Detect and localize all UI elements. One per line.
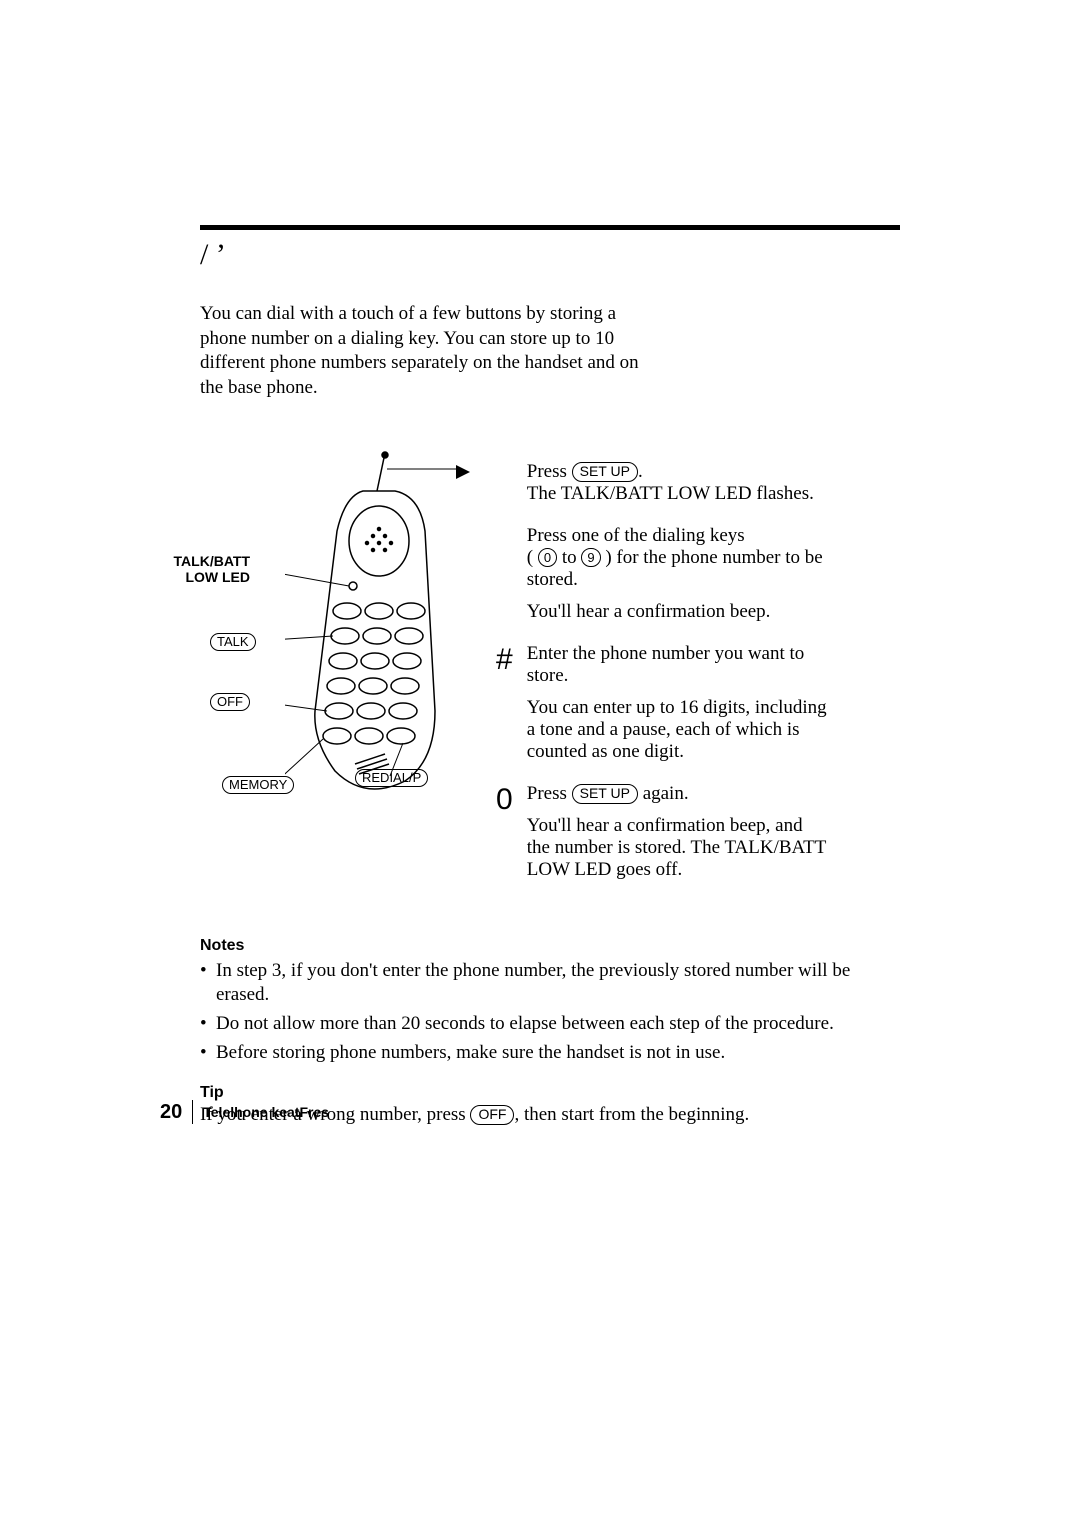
note-item: Before storing phone numbers, make sure … [216,1041,900,1066]
page-content: / ’ You can dial with a touch of a few b… [200,230,900,1126]
chapter-title: Telelhone keatFres [203,1104,329,1120]
diagram-key-off: OFF [210,693,250,711]
page-footer: 20 Telelhone keatFres [160,1100,329,1124]
note-item: Do not allow more than 20 seconds to ela… [216,1012,900,1037]
intro-paragraph: You can dial with a touch of a few butto… [200,302,650,401]
phone-illustration [285,451,485,811]
page-number: 20 [160,1101,182,1124]
setup-key-2: SET UP [572,784,638,804]
off-key: OFF [470,1105,514,1125]
tip-heading: Tip [200,1084,900,1102]
diagram-key-talk: TALK [210,633,256,651]
key-0: 0 [538,548,557,567]
step-3: # Enter the phone number you want to sto… [530,643,900,763]
diagram-label-talkbatt1: TALK/BATT [174,553,250,569]
main-row: TALK/BATT LOW LED TALK OFF MEMORY REDIAL… [200,461,900,901]
steps-column: Press SET UP. The TALK/BATT LOW LED flas… [530,461,900,901]
section-marker: / ’ [200,238,900,272]
step-2: Press one of the dialing keys ( 0 to 9 )… [530,525,900,623]
notes-block: Notes In step 3, if you don't enter the … [200,937,900,1066]
step-1: Press SET UP. The TALK/BATT LOW LED flas… [530,461,900,505]
notes-heading: Notes [200,937,900,955]
step-4: 0 Press SET UP again. You'll hear a conf… [530,783,900,881]
phone-diagram: TALK/BATT LOW LED TALK OFF MEMORY REDIAL… [200,461,500,831]
footer-divider [192,1100,193,1124]
setup-key: SET UP [572,462,638,482]
key-9: 9 [581,548,600,567]
note-item: In step 3, if you don't enter the phone … [216,959,900,1008]
diagram-label-talkbatt2: LOW LED [185,569,250,585]
diagram-key-memory: MEMORY [222,776,294,794]
arrow-icon [456,465,470,479]
